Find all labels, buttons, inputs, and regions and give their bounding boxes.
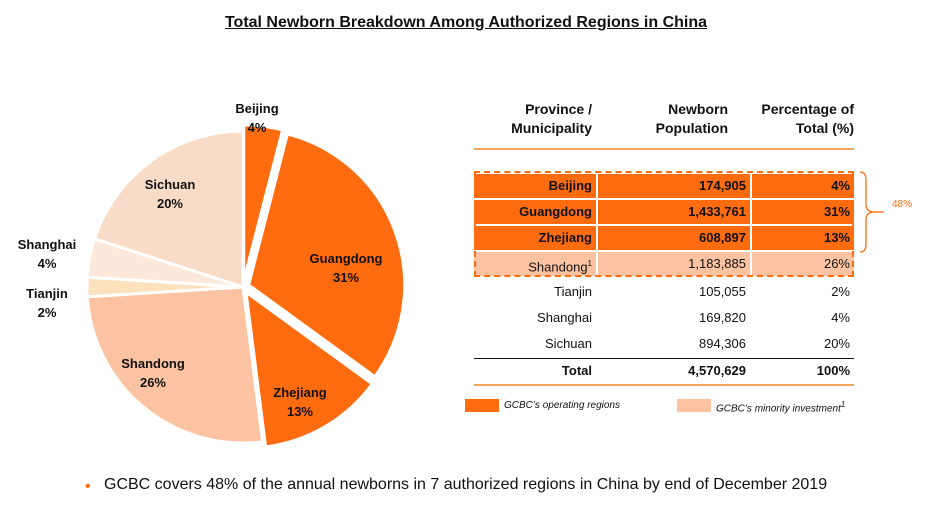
cell-region: Beijing xyxy=(474,174,596,198)
pie-slice-sichuan xyxy=(92,129,245,290)
legend-label-operating: GCBC’s operating regions xyxy=(504,400,620,411)
cell-percentage: 26% xyxy=(752,252,854,276)
table-row: Shandong1 1,183,885 26% xyxy=(474,252,854,276)
operating-regions-dashed-box xyxy=(474,171,854,277)
legend-label-minority: GCBC’s minority investment1 xyxy=(716,400,846,415)
pie-label-name: Shandong xyxy=(121,356,185,371)
total-bottom-rule xyxy=(474,384,854,386)
cell-population: 894,306 xyxy=(699,336,746,351)
cell-region: Shandong1 xyxy=(474,252,596,276)
table-row: Guangdong 1,433,761 31% xyxy=(474,200,854,224)
cell-percentage: 4% xyxy=(831,310,850,325)
cell-percentage: 31% xyxy=(752,200,854,224)
pie-label-value: 2% xyxy=(37,305,57,320)
cell-population: 105,055 xyxy=(699,284,746,299)
pie-label-beijing: Beijing 4% xyxy=(235,99,278,137)
table-row: Shanghai 169,820 4% xyxy=(474,306,854,330)
table-row: Sichuan 894,306 20% xyxy=(474,332,854,356)
bracket-icon xyxy=(859,171,884,253)
legend-swatch-operating xyxy=(465,399,499,412)
bracket-label: 48% xyxy=(892,199,913,210)
header-region: Province / Municipality xyxy=(511,101,592,136)
bullet-icon: • xyxy=(85,478,91,495)
pie-label-zhejiang: Zhejiang 13% xyxy=(273,383,326,421)
cell-population: 174,905 xyxy=(598,174,750,198)
cell-percentage: 20% xyxy=(823,336,850,351)
cell-region: Sichuan xyxy=(545,336,592,351)
pie-label-guangdong: Guangdong 31% xyxy=(310,249,383,287)
footnote-text: GCBC covers 48% of the annual newborns i… xyxy=(104,476,828,493)
cell-population: 1,433,761 xyxy=(598,200,750,224)
pie-slice-beijing xyxy=(242,123,285,282)
pie-label-sichuan: Sichuan 20% xyxy=(145,175,196,213)
footnote-marker: 1 xyxy=(587,259,592,268)
cell-percentage: 13% xyxy=(752,226,854,250)
cell-population: 1,183,885 xyxy=(598,252,750,276)
cell-region: Tianjin xyxy=(554,284,592,299)
pie-label-name: Tianjin xyxy=(26,286,68,301)
pie-label-name: Guangdong xyxy=(309,251,383,266)
table-row: Zhejiang 608,897 13% xyxy=(474,226,854,250)
pie-chart xyxy=(85,123,407,449)
pie-slice-shandong xyxy=(85,285,265,445)
header-rule xyxy=(474,148,854,150)
cell-region: Shanghai xyxy=(537,310,592,325)
total-label: Total xyxy=(561,363,592,378)
pie-label-value: 13% xyxy=(286,404,314,419)
pie-label-name: Beijing xyxy=(235,101,279,116)
chart-title: Total Newborn Breakdown Among Authorized… xyxy=(224,14,708,31)
cell-percentage: 2% xyxy=(831,284,850,299)
cell-percentage: 4% xyxy=(752,174,854,198)
pie-label-shanghai: Shanghai 4% xyxy=(18,235,77,273)
table-row: Beijing 174,905 4% xyxy=(474,174,854,198)
cell-population: 169,820 xyxy=(699,310,746,325)
table-row-total: Total 4,570,629 100% xyxy=(474,359,854,383)
pie-label-value: 26% xyxy=(139,375,167,390)
cell-population: 608,897 xyxy=(598,226,750,250)
total-population: 4,570,629 xyxy=(688,363,746,378)
pie-slice-guangdong xyxy=(246,132,407,379)
pie-label-value: 4% xyxy=(247,120,267,135)
pie-slice-zhejiang xyxy=(244,288,375,449)
header-population: Newborn Population xyxy=(655,101,728,136)
pie-label-name: Shanghai xyxy=(17,237,77,252)
cell-region: Guangdong xyxy=(474,200,596,224)
pie-label-value: 31% xyxy=(332,270,360,285)
pie-label-shandong: Shandong 26% xyxy=(121,354,185,392)
total-percentage: 100% xyxy=(816,363,850,378)
table-row: Tianjin 105,055 2% xyxy=(474,280,854,304)
total-top-rule xyxy=(474,358,854,359)
pie-label-name: Zhejiang xyxy=(273,385,327,400)
header-percentage: Percentage of Total (%) xyxy=(761,101,854,136)
pie-label-tianjin: Tianjin 2% xyxy=(26,284,68,322)
pie-label-name: Sichuan xyxy=(144,177,196,192)
cell-region: Zhejiang xyxy=(474,226,596,250)
pie-label-value: 20% xyxy=(156,196,184,211)
legend-swatch-minority xyxy=(677,399,711,412)
pie-label-value: 4% xyxy=(37,256,57,271)
